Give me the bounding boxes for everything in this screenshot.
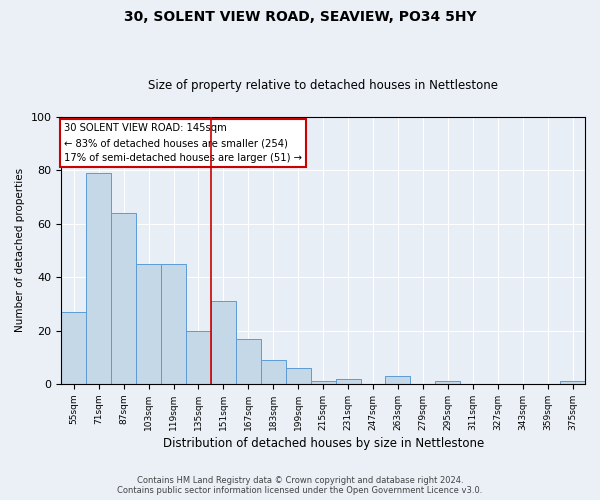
Y-axis label: Number of detached properties: Number of detached properties (15, 168, 25, 332)
Bar (436, 382, 460, 384)
Bar (61, 312, 86, 384)
Title: Size of property relative to detached houses in Nettlestone: Size of property relative to detached ho… (148, 79, 498, 92)
Bar (311, 382, 335, 384)
Bar (111, 213, 136, 384)
Bar (335, 378, 361, 384)
Bar (211, 301, 236, 384)
Bar (86, 173, 111, 384)
Bar (161, 264, 186, 384)
X-axis label: Distribution of detached houses by size in Nettlestone: Distribution of detached houses by size … (163, 437, 484, 450)
Bar (560, 382, 585, 384)
Bar (385, 376, 410, 384)
Bar (186, 330, 211, 384)
Bar (261, 360, 286, 384)
Text: 30, SOLENT VIEW ROAD, SEAVIEW, PO34 5HY: 30, SOLENT VIEW ROAD, SEAVIEW, PO34 5HY (124, 10, 476, 24)
Bar (236, 338, 261, 384)
Bar (286, 368, 311, 384)
Bar (136, 264, 161, 384)
Text: Contains HM Land Registry data © Crown copyright and database right 2024.
Contai: Contains HM Land Registry data © Crown c… (118, 476, 482, 495)
Text: 30 SOLENT VIEW ROAD: 145sqm
← 83% of detached houses are smaller (254)
17% of se: 30 SOLENT VIEW ROAD: 145sqm ← 83% of det… (64, 124, 302, 163)
